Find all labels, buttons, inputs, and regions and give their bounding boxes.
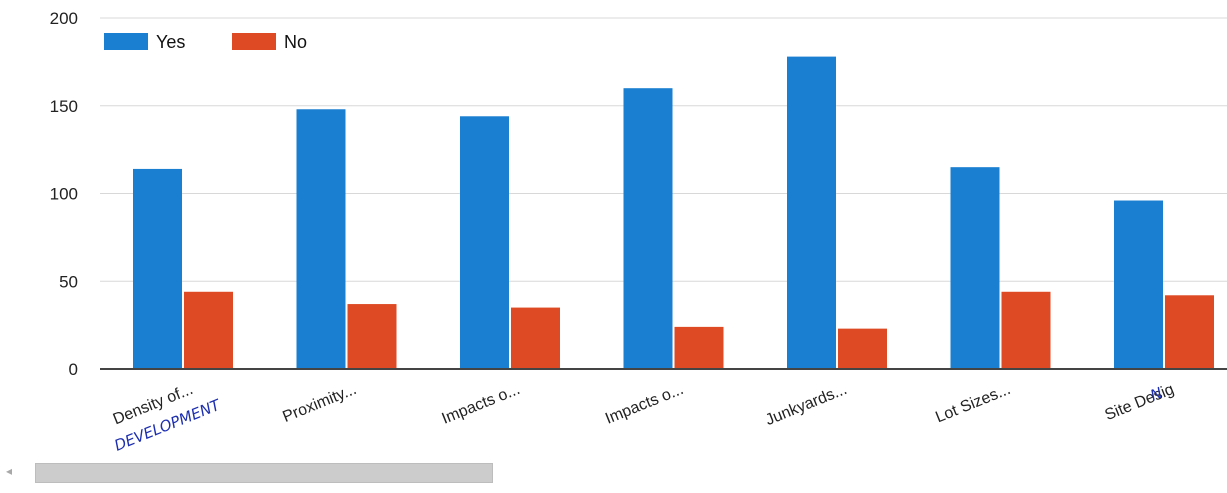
legend-label-no[interactable]: No [284, 32, 307, 52]
bar-yes-5 [787, 56, 836, 370]
y-axis-tick-labels: 0 50 100 150 200 [50, 9, 78, 379]
x-category-label: Lot Sizes... [933, 381, 1013, 426]
legend[interactable]: Yes No [104, 32, 307, 52]
bar-yes-2 [296, 109, 346, 369]
y-tick-label: 150 [50, 97, 78, 116]
legend-swatch-yes[interactable] [104, 33, 148, 50]
bar-no-2 [347, 304, 397, 369]
y-tick-label: 100 [50, 185, 78, 204]
horizontal-scrollbar[interactable]: ◂ [0, 461, 1227, 485]
bar-yes-4 [623, 88, 673, 369]
scroll-left-arrow-icon[interactable]: ◂ [6, 464, 13, 478]
y-tick-label: 50 [59, 272, 78, 291]
bar-no-7 [1165, 295, 1214, 369]
y-tick-label: 0 [69, 360, 78, 379]
x-category-label: Impacts o... [603, 381, 686, 428]
x-category-label: Junkyards... [763, 381, 849, 429]
scrollbar-thumb[interactable] [35, 463, 493, 483]
bar-no-1 [184, 291, 233, 369]
bar-yes-6 [950, 167, 1000, 369]
x-category-label: Site Desig [1103, 381, 1177, 424]
legend-label-yes[interactable]: Yes [156, 32, 185, 52]
bar-yes-1 [133, 168, 182, 369]
x-category-label: Impacts o... [439, 381, 522, 428]
bar-yes-7 [1114, 200, 1163, 369]
bars [133, 56, 1214, 370]
x-axis-category-labels: Density of... Proximity... Impacts o... Imp… [111, 381, 1177, 429]
y-tick-label: 200 [50, 9, 78, 28]
bar-no-6 [1001, 291, 1051, 369]
bar-yes-3 [460, 116, 509, 369]
bar-no-3 [511, 307, 560, 369]
legend-swatch-no[interactable] [232, 33, 276, 50]
x-category-label: Proximity... [280, 381, 359, 426]
bar-no-4 [674, 326, 724, 369]
bar-no-5 [838, 328, 887, 369]
